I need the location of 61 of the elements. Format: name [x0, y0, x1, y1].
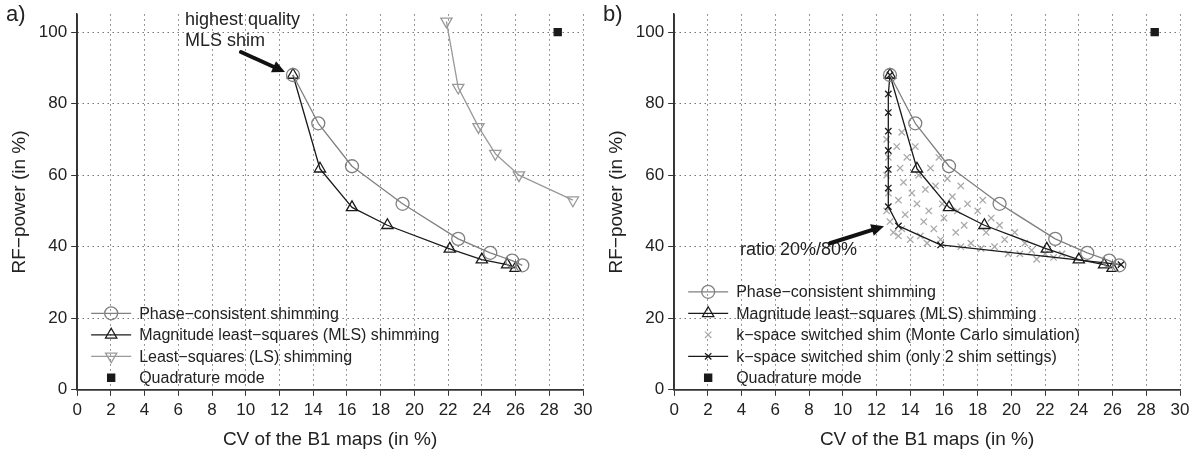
y-tick-label: 100: [635, 21, 665, 41]
x-axis-title: CV of the B1 maps (in %): [222, 427, 438, 449]
x-tick-label: 12: [270, 399, 289, 419]
x-tick-label: 0: [669, 399, 679, 419]
x-tick-label: 20: [1001, 399, 1021, 419]
x-tick-label: 16: [337, 399, 357, 419]
y-tick-label: 40: [48, 236, 68, 256]
legend-label: Phase−consistent shimming: [736, 283, 936, 301]
x-tick-label: 10: [833, 399, 853, 419]
y-axis-title: RF−power (in %): [7, 130, 29, 274]
x-tick-label: 26: [506, 399, 526, 419]
legend-label: Magnitude least−squares (MLS) shimming: [139, 326, 440, 344]
x-tick-label: 10: [236, 399, 256, 419]
legend-label: Phase−consistent shimming: [139, 304, 339, 322]
x-tick-label: 22: [1035, 399, 1055, 419]
x-axis-title: CV of the B1 maps (in %): [819, 427, 1035, 449]
x-tick-label: 4: [139, 399, 150, 419]
y-tick-label: 20: [645, 307, 665, 327]
x-tick-label: 28: [539, 399, 559, 419]
legend-label: Quadrature mode: [736, 369, 862, 387]
y-tick-label: 0: [654, 379, 665, 399]
legend-label: Magnitude least−squares (MLS) shimming: [736, 304, 1037, 322]
y-tick-label: 80: [645, 93, 665, 113]
x-tick-label: 26: [1103, 399, 1123, 419]
x-tick-label: 18: [968, 399, 988, 419]
x-tick-label: 8: [207, 399, 217, 419]
annotation: highest quality MLS shim: [184, 9, 301, 51]
x-tick-label: 6: [173, 399, 184, 419]
y-tick-label: 20: [48, 307, 68, 327]
x-tick-label: 30: [1170, 399, 1190, 419]
x-tick-label: 14: [303, 399, 323, 419]
x-tick-label: 8: [804, 399, 814, 419]
x-tick-label: 24: [472, 399, 492, 419]
y-tick-label: 60: [645, 164, 665, 184]
annotation: ratio 20%/80%: [739, 239, 858, 260]
x-tick-label: 30: [573, 399, 593, 419]
x-tick-label: 22: [438, 399, 458, 419]
x-tick-label: 16: [934, 399, 954, 419]
legend-label: k−space switched shim (only 2 shim settings): [736, 347, 1057, 365]
x-tick-label: 2: [703, 399, 713, 419]
x-tick-label: 6: [770, 399, 781, 419]
x-tick-label: 2: [106, 399, 116, 419]
x-tick-label: 18: [371, 399, 391, 419]
legend-label: Least−squares (LS) shimming: [139, 347, 353, 365]
y-tick-label: 40: [645, 236, 665, 256]
x-tick-label: 12: [867, 399, 886, 419]
y-axis-title: RF−power (in %): [604, 130, 626, 274]
legend-label: k−space switched shim (Monte Carlo simulation): [736, 326, 1080, 344]
x-tick-label: 28: [1136, 399, 1156, 419]
chart-title: a): [6, 1, 26, 27]
y-tick-label: 60: [48, 164, 68, 184]
y-tick-label: 0: [57, 379, 68, 399]
x-tick-label: 0: [72, 399, 82, 419]
x-tick-label: 24: [1069, 399, 1089, 419]
y-tick-label: 100: [38, 21, 68, 41]
y-tick-label: 80: [48, 93, 68, 113]
chart-title: b): [603, 1, 623, 27]
legend-label: Quadrature mode: [139, 369, 265, 387]
x-tick-label: 14: [900, 399, 920, 419]
x-tick-label: 4: [736, 399, 747, 419]
x-tick-label: 20: [404, 399, 424, 419]
